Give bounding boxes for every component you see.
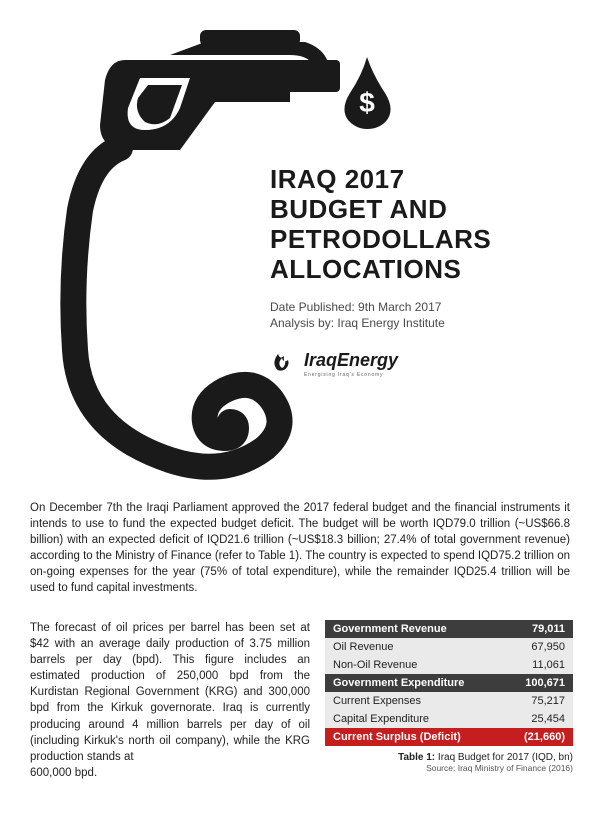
title-line-2: BUDGET AND (270, 194, 447, 224)
table-caption: Table 1: Iraq Budget for 2017 (IQD, bn) (325, 752, 573, 763)
table-row: Non-Oil Revenue11,061 (325, 656, 573, 674)
row-label: Current Surplus (Deficit) (325, 728, 504, 746)
table-row: Current Surplus (Deficit)(21,660) (325, 728, 573, 746)
budget-table-wrap: Government Revenue79,011Oil Revenue67,95… (325, 620, 573, 773)
row-label: Current Expenses (325, 692, 504, 710)
row-value: 67,950 (504, 638, 573, 656)
row-value: 79,011 (504, 620, 573, 638)
row-label: Government Revenue (325, 620, 504, 638)
table-row: Oil Revenue67,950 (325, 638, 573, 656)
date-published: Date Published: 9th March 2017 (270, 299, 570, 316)
logo-tagline: Energising Iraq's Economy (304, 372, 570, 378)
paragraph-2-tail: 600,000 bpd. (30, 767, 97, 779)
row-value: 75,217 (504, 692, 573, 710)
title-block: IRAQ 2017 BUDGET AND PETRODOLLARS ALLOCA… (270, 165, 570, 378)
table-row: Government Revenue79,011 (325, 620, 573, 638)
page-title: IRAQ 2017 BUDGET AND PETRODOLLARS ALLOCA… (270, 165, 570, 285)
oil-drop-dollar-icon: $ (340, 55, 395, 130)
row-label: Non-Oil Revenue (325, 656, 504, 674)
row-label: Capital Expenditure (325, 710, 504, 728)
title-line-1: IRAQ 2017 (270, 164, 405, 194)
analysis-by: Analysis by: Iraq Energy Institute (270, 315, 570, 332)
row-label: Government Expenditure (325, 674, 504, 692)
row-value: (21,660) (504, 728, 573, 746)
table-source: Source: Iraq Ministry of Finance (2016) (325, 763, 573, 773)
row-value: 25,454 (504, 710, 573, 728)
caption-bold: Table 1: (398, 752, 435, 763)
row-label: Oil Revenue (325, 638, 504, 656)
logo-flame-icon (270, 346, 298, 374)
row-value: 100,671 (504, 674, 573, 692)
title-line-4: ALLOCATIONS (270, 254, 461, 284)
table-row: Current Expenses75,217 (325, 692, 573, 710)
logo-text: IraqEnergy (304, 350, 398, 371)
title-line-3: PETRODOLLARS (270, 224, 491, 254)
paragraph-2: The forecast of oil prices per barrel ha… (30, 620, 310, 781)
dollar-symbol: $ (359, 87, 375, 118)
paragraph-1: On December 7th the Iraqi Parliament app… (30, 500, 570, 597)
paragraph-2-main: The forecast of oil prices per barrel ha… (30, 622, 310, 763)
logo-block: IraqEnergy (270, 346, 570, 374)
table-row: Capital Expenditure25,454 (325, 710, 573, 728)
caption-text: Iraq Budget for 2017 (IQD, bn) (435, 752, 573, 763)
budget-table: Government Revenue79,011Oil Revenue67,95… (325, 620, 573, 746)
meta-block: Date Published: 9th March 2017 Analysis … (270, 299, 570, 333)
table-row: Government Expenditure100,671 (325, 674, 573, 692)
row-value: 11,061 (504, 656, 573, 674)
